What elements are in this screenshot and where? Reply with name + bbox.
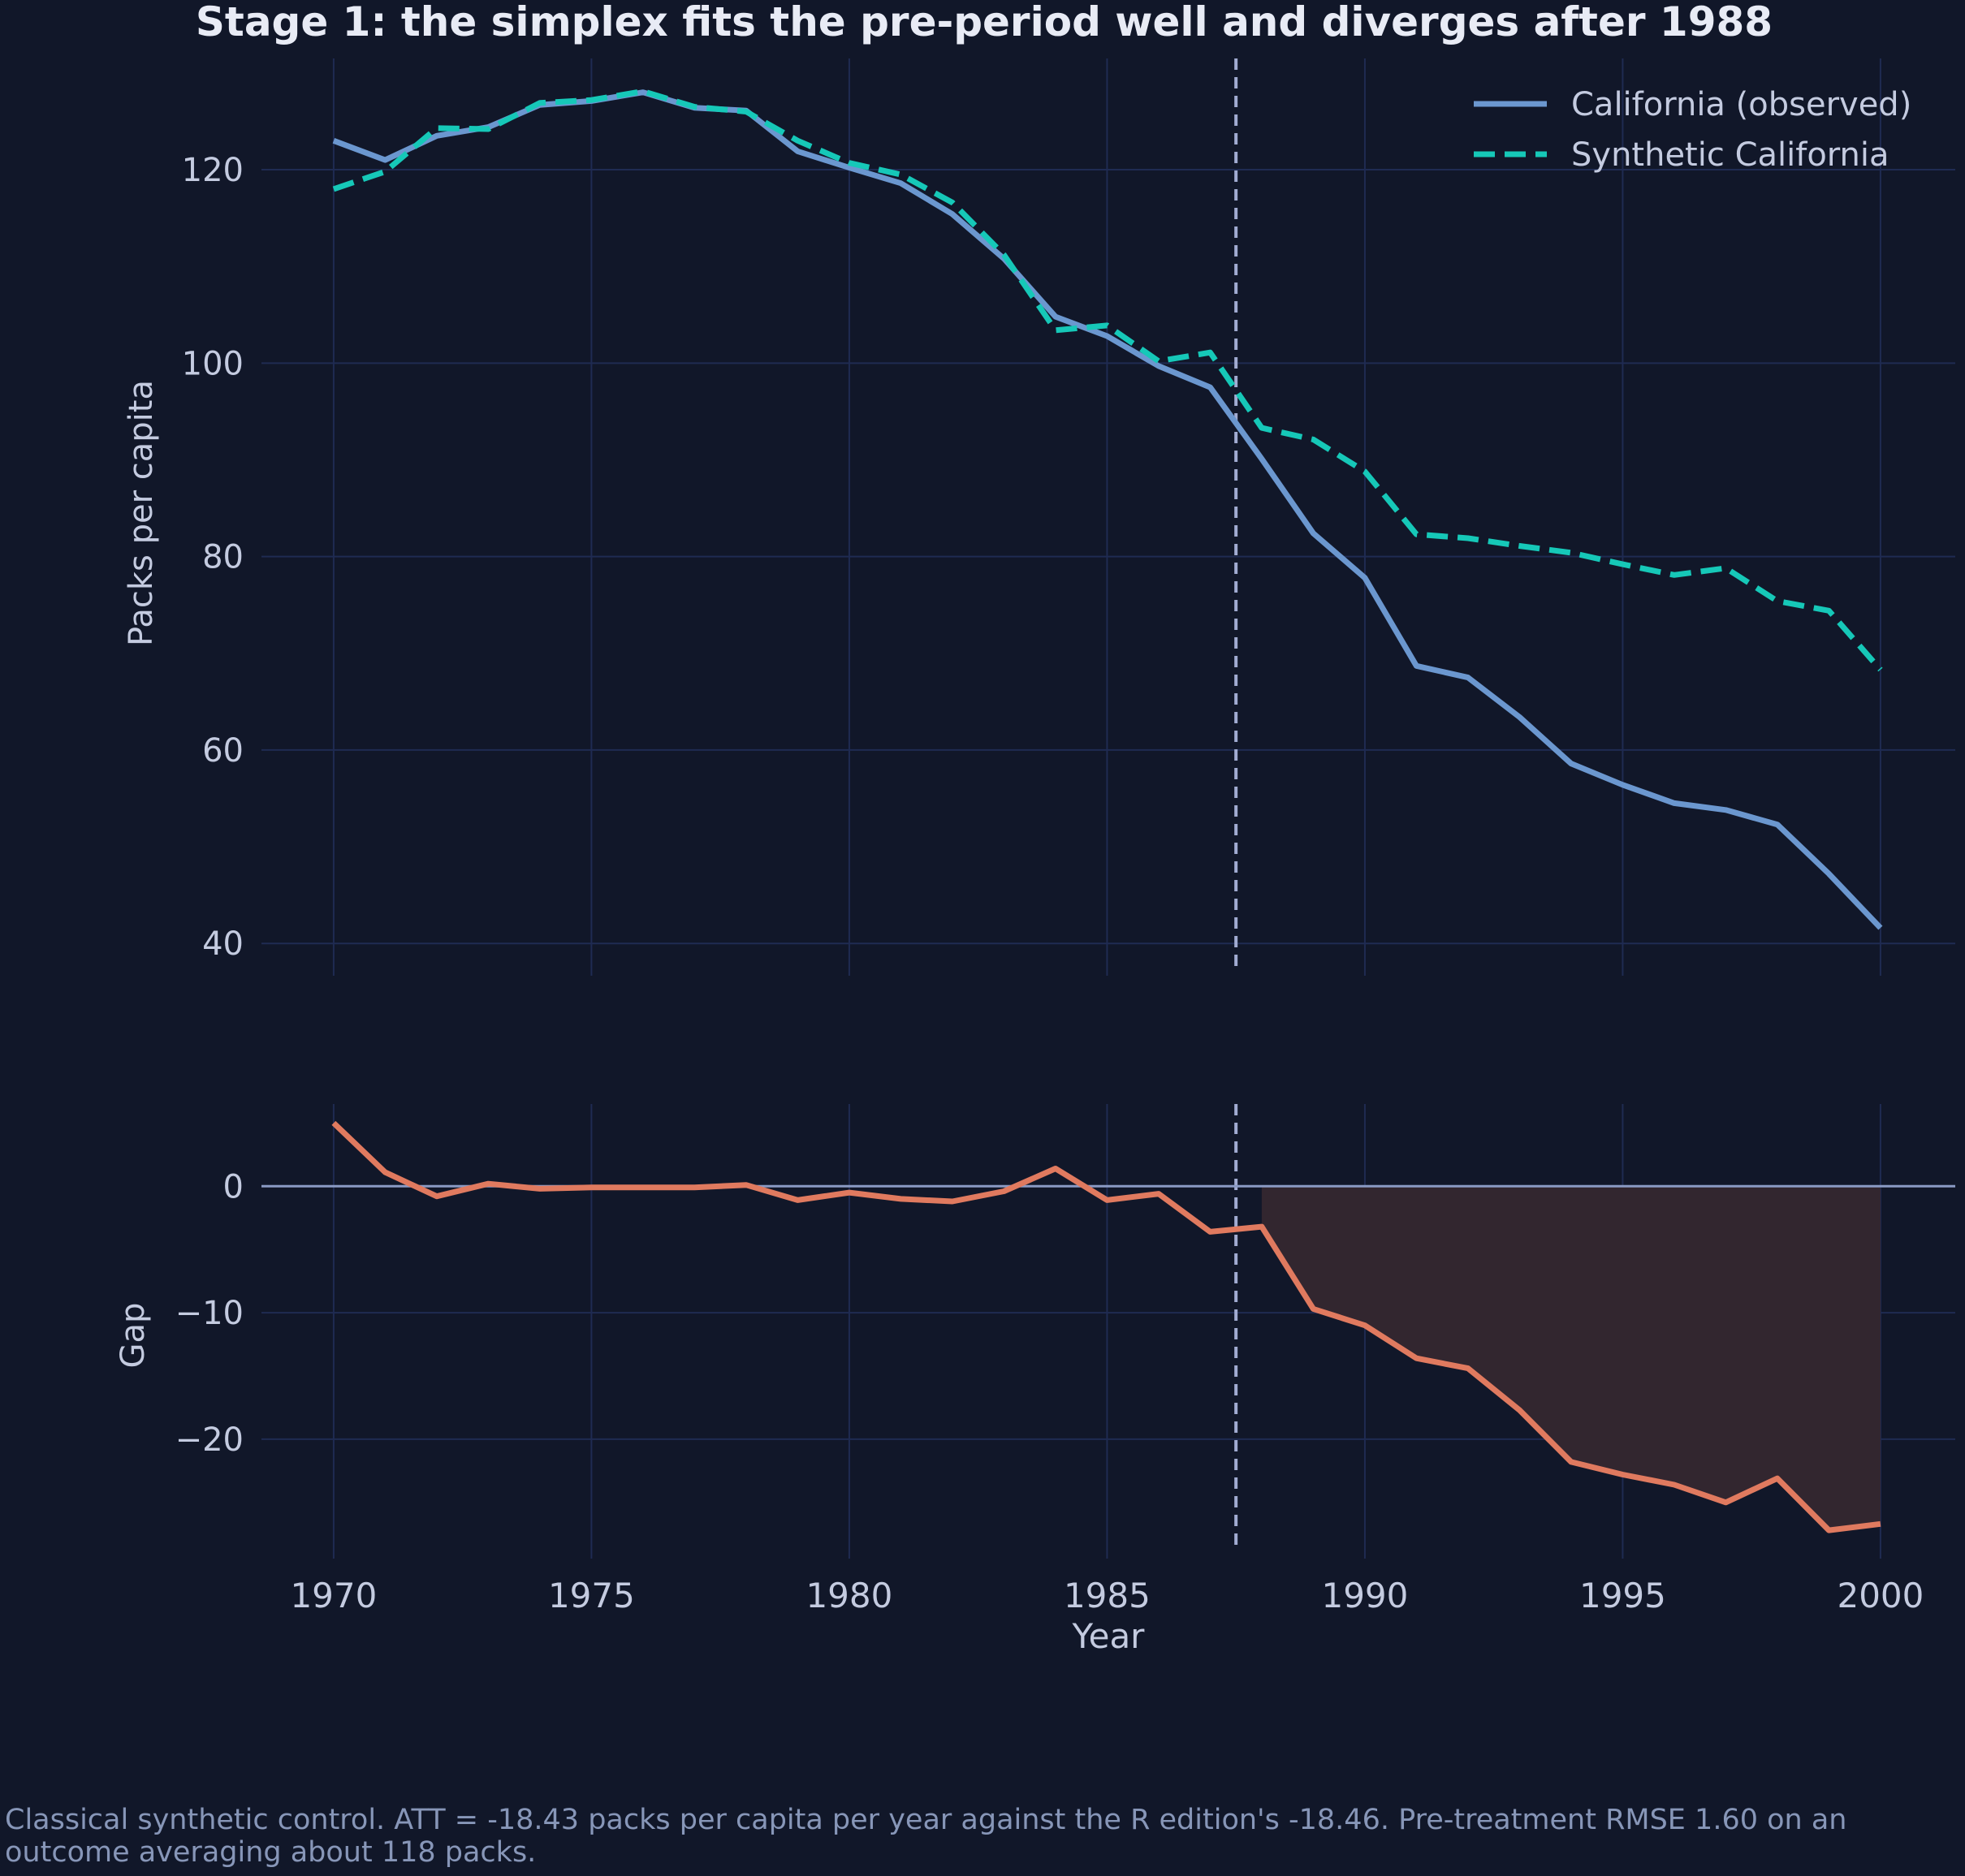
x-tick-label-1995: 1995	[1579, 1576, 1666, 1615]
y-tick-label-0: 0	[223, 1168, 244, 1205]
top-panel: 40 60 80 100 120 Packs per capita California…	[123, 58, 1955, 976]
legend-label-observed: California (observed)	[1571, 86, 1911, 123]
x-tick-label-1970: 1970	[290, 1576, 377, 1615]
top-series	[332, 88, 1883, 930]
x-tick-label-1985: 1985	[1064, 1576, 1151, 1615]
series-line-gap	[331, 1120, 1881, 1533]
legend: California (observed) Synthetic Californ…	[1474, 86, 1911, 174]
y-tick-label-40: 40	[202, 925, 244, 963]
bottom-panel: −20 −10 0 1970 1975 1980 1985 1990 1995 2000 Gap…	[114, 1104, 1955, 1656]
y-tick-label-60: 60	[202, 732, 244, 770]
figure-caption: Classical synthetic control. ATT = -18.4…	[5, 1804, 1847, 1869]
series-line-synthetic	[332, 88, 1883, 672]
chart-title: Stage 1: the simplex fits the pre-period…	[196, 0, 1773, 45]
top-y-tick-labels: 40 60 80 100 120	[182, 152, 244, 963]
x-tick-label-1990: 1990	[1321, 1576, 1408, 1615]
top-grid	[261, 58, 1955, 976]
bottom-y-tick-labels: −20 −10 0	[175, 1168, 244, 1459]
bottom-series	[261, 1120, 1955, 1533]
x-tick-label-2000: 2000	[1837, 1576, 1924, 1615]
y-tick-label--10: −10	[175, 1295, 244, 1332]
y-tick-label-100: 100	[182, 345, 244, 382]
bottom-y-axis-label: Gap	[114, 1303, 152, 1369]
y-tick-label-120: 120	[182, 152, 244, 189]
x-tick-label-1975: 1975	[548, 1576, 635, 1615]
x-tick-labels: 1970 1975 1980 1985 1990 1995 2000	[290, 1576, 1924, 1615]
top-y-axis-label: Packs per capita	[123, 380, 160, 646]
y-tick-label-80: 80	[202, 539, 244, 576]
x-axis-label: Year	[1072, 1616, 1146, 1656]
legend-label-synthetic: Synthetic California	[1571, 136, 1889, 174]
gap-shaded-area	[1261, 1186, 1881, 1531]
x-tick-label-1980: 1980	[805, 1576, 892, 1615]
y-tick-label--20: −20	[175, 1421, 244, 1459]
